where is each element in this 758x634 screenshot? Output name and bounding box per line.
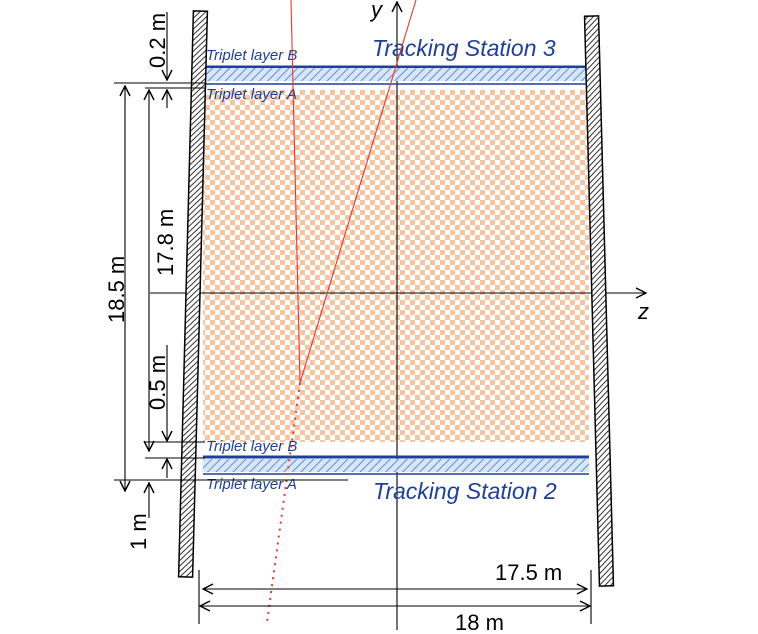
track-solid-2 (299, 0, 417, 384)
top-layer-b-label: Triplet layer B (206, 47, 297, 64)
bottom-station-title: Tracking Station 2 (373, 478, 557, 504)
dim-17-5m-label: 17.5 m (495, 560, 562, 585)
top-station-band (203, 68, 589, 81)
z-axis-label: z (637, 299, 649, 324)
dim-17-8m-label: 17.8 m (153, 209, 178, 276)
left-wall (177, 10, 209, 578)
dim-0-5m-label: 0.5 m (145, 355, 170, 410)
track-dotted (266, 382, 301, 623)
track-solid-1 (290, 0, 301, 384)
bottom-layer-a-label: Triplet layer A (206, 476, 297, 493)
dim-0-2m-label: 0.2 m (145, 13, 170, 68)
dim-18m-label: 18 m (455, 610, 504, 634)
dim-18-5m-label: 18.5 m (104, 256, 129, 323)
bottom-station-band (203, 459, 589, 472)
y-axis-label: y (369, 0, 384, 22)
right-wall (583, 15, 615, 587)
top-layer-a-label: Triplet layer A (206, 86, 297, 103)
dim-1m-label: 1 m (126, 513, 151, 550)
top-station-title: Tracking Station 3 (372, 35, 556, 61)
bottom-layer-b-label: Triplet layer B (206, 438, 297, 455)
decay-volume (203, 90, 589, 442)
